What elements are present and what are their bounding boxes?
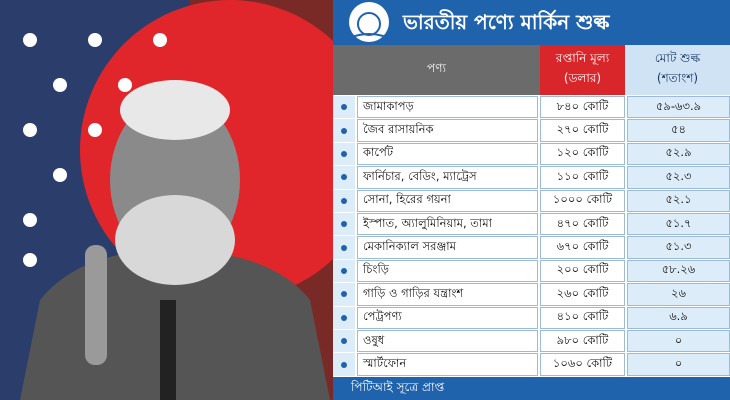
bullet [341, 361, 347, 368]
total-tariff: ৬.৯ [627, 306, 730, 329]
total-tariff: ০ [627, 330, 730, 353]
total-tariff: ৫২.১ [627, 189, 730, 212]
stars [23, 33, 167, 267]
total-tariff: ৫৯-৬৩.৯ [627, 96, 730, 119]
product: সোনা, হিরের গয়না [357, 189, 538, 212]
title: ভারতীয় পণ্যে মার্কিন শুল্ক [403, 10, 610, 34]
export-value: ৮৪০ কোটি [540, 96, 625, 119]
microphone [160, 300, 176, 400]
product: জামাকাপড় [357, 96, 538, 119]
total-tariff: ৫৮.২৬ [627, 259, 730, 283]
raised-finger [85, 245, 107, 365]
row-bullet-cell [333, 96, 355, 119]
product: পেট্রপণ্য [357, 306, 538, 329]
bullet [341, 104, 347, 111]
bullet [341, 267, 347, 274]
row-bullet-cell [333, 213, 355, 236]
total-tariff: ৫২.৯ [627, 142, 730, 166]
total-tariff: ৫৪ [627, 119, 730, 142]
row-bullet-cell [333, 142, 355, 166]
row-bullet-cell [333, 330, 355, 353]
title-bar: ভারতীয় পণ্যে মার্কিন শুল্ক [333, 0, 730, 45]
bullet [341, 150, 347, 157]
product: চিংড়ি [357, 259, 538, 283]
product: জৈব রাসায়নিক [357, 119, 538, 142]
total-tariff: ২৬ [627, 283, 730, 306]
product: ইস্পাত, অ্যালুমিনিয়াম, তামা [357, 213, 538, 236]
export-value: ৯৮০ কোটি [540, 330, 625, 353]
header-line: রপ্তানি মূল্য [555, 51, 610, 65]
export-value: ৬৭০ কোটি [540, 236, 625, 259]
row-bullet-cell [333, 119, 355, 142]
bullet [341, 338, 347, 345]
total-tariff: ৫১.৭ [627, 213, 730, 236]
bullet [341, 197, 347, 204]
bullet [341, 314, 347, 321]
export-value: ২৭০ কোটি [540, 119, 625, 142]
row-bullet-cell [333, 259, 355, 283]
total-tariff: ০ [627, 353, 730, 376]
bullet [341, 291, 347, 298]
product: স্মার্টফোন [357, 353, 538, 376]
row-bullet-cell [333, 189, 355, 212]
total-tariff: ৫২.৩ [627, 166, 730, 189]
product: মেকানিক্যাল সরঞ্জাম [357, 236, 538, 259]
export-value: ২৬০ কোটি [540, 283, 625, 306]
header-line: (ডলার) [563, 71, 602, 85]
column-header: পণ্য [333, 45, 540, 95]
bullet [341, 127, 347, 134]
beard [115, 195, 235, 285]
column-header: মোট শুল্ক (শতাংশ) [625, 45, 730, 95]
tariff-panel: ভারতীয় পণ্যে মার্কিন শুল্ক পণ্য রপ্তানি … [333, 0, 730, 400]
product: কার্পেট [357, 142, 538, 166]
export-value: ১২০ কোটি [540, 142, 625, 166]
header-line: পণ্য [427, 61, 446, 75]
hair [120, 80, 230, 140]
product: গাড়ি ও গাড়ির যন্ত্রাংশ [357, 283, 538, 306]
export-value: ৪১০ কোটি [540, 306, 625, 329]
product: ওষুধ [357, 330, 538, 353]
header-line: মোট শুল্ক [654, 51, 701, 65]
bullet [341, 174, 347, 181]
export-value: ১১০ কোটি [540, 166, 625, 189]
column-header: রপ্তানি মূল্য (ডলার) [540, 45, 625, 95]
bullet [341, 221, 347, 228]
row-bullet-cell [333, 166, 355, 189]
bullet [341, 244, 347, 251]
source-note: পিটিআই সূত্রে প্রাপ্ত [333, 377, 730, 400]
row-bullet-cell [333, 306, 355, 329]
product: ফার্নিচার, বেডিং, ম্যাট্রেস [357, 166, 538, 189]
row-bullet-cell [333, 283, 355, 306]
row-bullet-cell [333, 353, 355, 376]
money-bag-icon [348, 2, 390, 42]
export-value: ১০৬০ কোটি [540, 353, 625, 376]
header-line: (শতাংশ) [656, 71, 699, 85]
row-bullet-cell [333, 236, 355, 259]
total-tariff: ৫১.৩ [627, 236, 730, 259]
export-value: ১০০০ কোটি [540, 189, 625, 212]
photo [0, 0, 333, 400]
export-value: ২০০ কোটি [540, 259, 625, 283]
export-value: ৪৭০ কোটি [540, 213, 625, 236]
